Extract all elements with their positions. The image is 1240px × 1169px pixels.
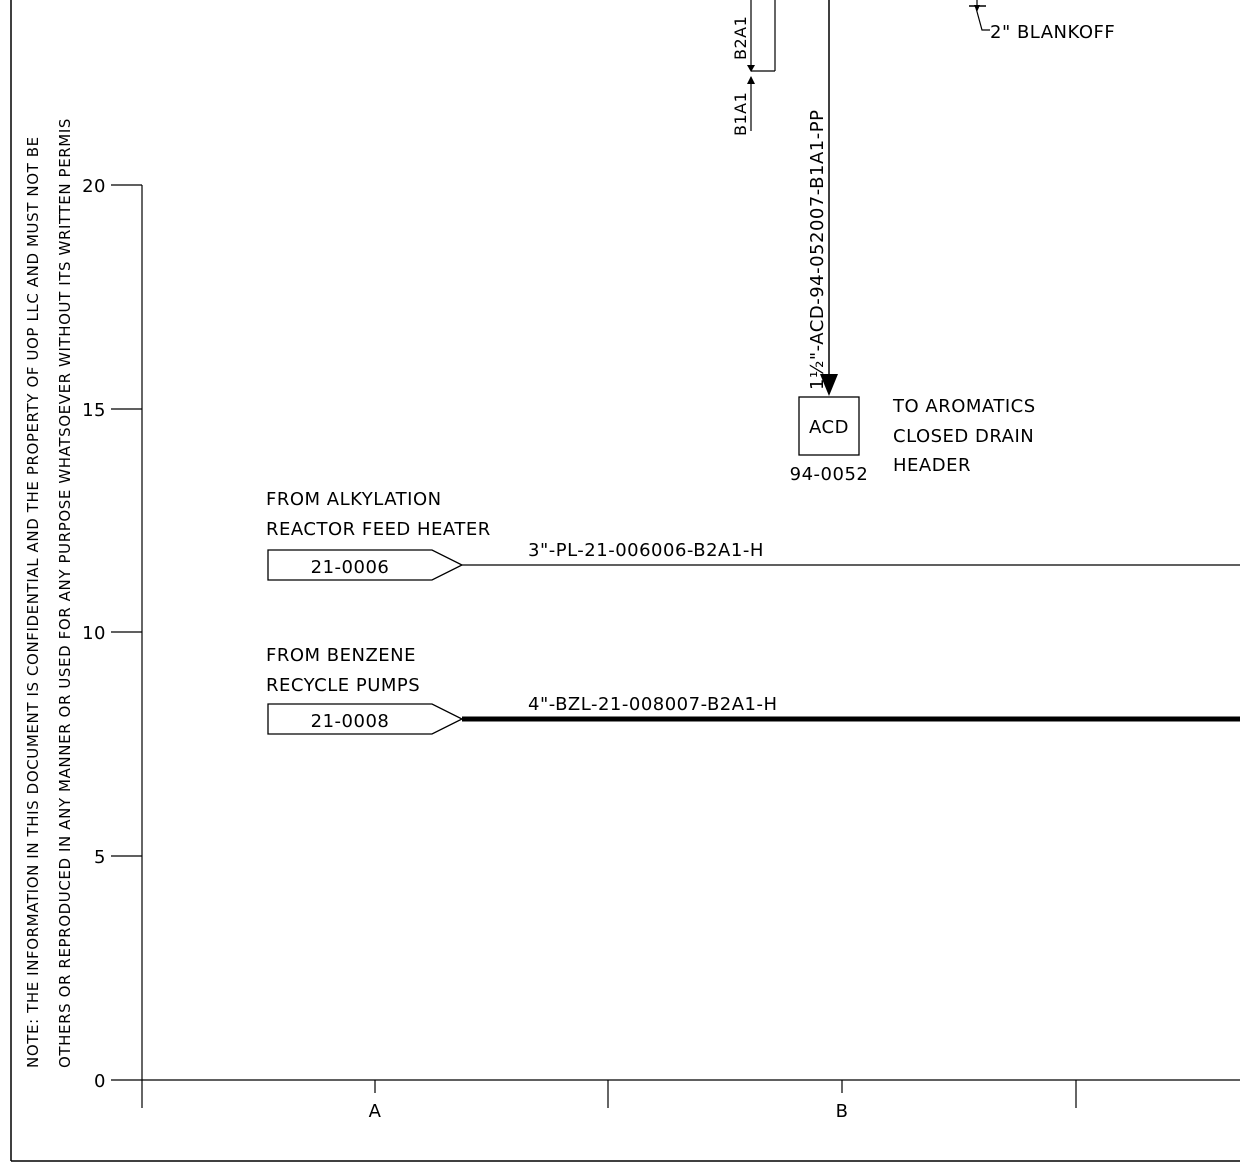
row-scale: 0 5 10 15 20: [82, 176, 1240, 1108]
row-label-10: 10: [82, 623, 106, 644]
line-21-0008[interactable]: FROM BENZENE RECYCLE PUMPS 21-0008 4"-BZ…: [266, 645, 1240, 735]
blankoff-callout: 2" BLANKOFF: [969, 0, 1115, 43]
from-desc-line-1: FROM BENZENE: [266, 645, 416, 666]
spec-break-arrow-down: [747, 65, 755, 72]
line-label: 4"-BZL-21-008007-B2A1-H: [528, 694, 778, 715]
acd-desc-line-2: CLOSED DRAIN: [893, 426, 1034, 447]
connector-ref: 21-0006: [311, 557, 390, 578]
spec-break: B1A1 B2A1: [731, 0, 776, 136]
acd-box-label: ACD: [809, 417, 849, 438]
connector-ref: 21-0008: [311, 711, 390, 732]
row-label-20: 20: [82, 176, 106, 197]
from-desc-line-1: FROM ALKYLATION: [266, 489, 442, 510]
sheet-border: [10, 0, 1240, 1162]
column-label-b: B: [836, 1101, 849, 1122]
line-21-0006[interactable]: FROM ALKYLATION REACTOR FEED HEATER 21-0…: [266, 489, 1240, 581]
acd-connector[interactable]: ACD 94-0052 TO AROMATICS CLOSED DRAIN HE…: [790, 396, 1036, 485]
confidentiality-note: NOTE: THE INFORMATION IN THIS DOCUMENT I…: [24, 118, 74, 1068]
row-label-0: 0: [94, 1071, 106, 1092]
spec-break-arrow-up: [747, 76, 755, 84]
offpage-connector-21-0008[interactable]: [267, 703, 464, 735]
acd-desc-line-1: TO AROMATICS: [892, 396, 1036, 417]
drain-line-label: 1½"-ACD-94-052007-B1A1-PP: [807, 110, 828, 390]
acd-sheet-ref: 94-0052: [790, 464, 869, 485]
offpage-connector-21-0006[interactable]: [267, 549, 464, 581]
spec-break-left: B1A1: [731, 92, 750, 136]
from-desc-line-2: REACTOR FEED HEATER: [266, 519, 491, 540]
note-line-1: NOTE: THE INFORMATION IN THIS DOCUMENT I…: [24, 136, 42, 1068]
note-line-2: OTHERS OR REPRODUCED IN ANY MANNER OR US…: [56, 118, 74, 1068]
column-scale: A B: [369, 1080, 1077, 1122]
acd-desc-line-3: HEADER: [893, 455, 971, 476]
flow-arrow-down: [820, 374, 838, 396]
acd-drain-line[interactable]: 1½"-ACD-94-052007-B1A1-PP: [807, 0, 838, 396]
column-label-a: A: [369, 1101, 382, 1122]
line-label: 3"-PL-21-006006-B2A1-H: [528, 540, 764, 561]
from-desc-line-2: RECYCLE PUMPS: [266, 675, 420, 696]
spec-break-right: B2A1: [731, 16, 750, 60]
row-label-5: 5: [94, 847, 106, 868]
blankoff-label: 2" BLANKOFF: [990, 22, 1115, 43]
row-label-15: 15: [82, 400, 106, 421]
